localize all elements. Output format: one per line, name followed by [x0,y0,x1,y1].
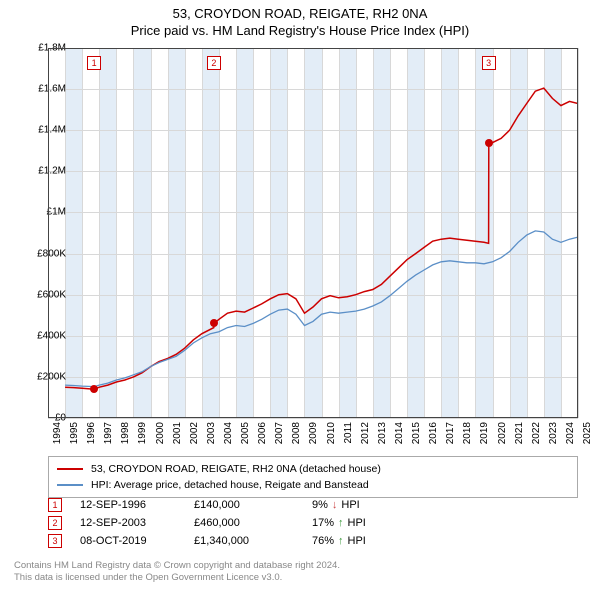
subtitle: Price paid vs. HM Land Registry's House … [0,23,600,38]
sale-row: 1 12-SEP-1996 £140,000 9% ↓HPI [48,498,578,512]
sale-date: 12-SEP-1996 [80,499,176,511]
x-axis-label: 2019 [479,422,490,444]
sale-row-marker: 3 [48,534,62,548]
x-axis-label: 2020 [497,422,508,444]
arrow-icon: ↓ [332,499,338,511]
legend-swatch [57,484,83,486]
series-hpi [65,231,578,387]
sale-delta-pct: 17% [312,517,334,529]
sale-row-marker: 2 [48,516,62,530]
x-axis-label: 2008 [291,422,302,444]
sale-delta-suffix: HPI [348,535,366,547]
series-price_paid [65,88,578,389]
arrow-icon: ↑ [338,535,344,547]
copyright-notice: Contains HM Land Registry data © Crown c… [14,560,340,584]
gridline-vertical [578,48,579,418]
sale-marker: 3 [482,56,496,70]
x-axis-label: 2007 [274,422,285,444]
x-axis-label: 2005 [240,422,251,444]
legend-box: 53, CROYDON ROAD, REIGATE, RH2 0NA (deta… [48,456,578,498]
x-axis-label: 2011 [343,422,354,444]
sale-dot [485,139,493,147]
x-axis-label: 2018 [462,422,473,444]
x-axis-label: 2016 [428,422,439,444]
sale-delta-suffix: HPI [341,499,359,511]
sale-date: 08-OCT-2019 [80,535,176,547]
x-axis-label: 2001 [172,422,183,444]
x-axis-label: 2000 [155,422,166,444]
legend-label: HPI: Average price, detached house, Reig… [91,477,369,493]
sale-delta: 9% ↓HPI [312,499,360,511]
x-axis-label: 2015 [411,422,422,444]
x-axis-label: 2012 [360,422,371,444]
legend-row: 53, CROYDON ROAD, REIGATE, RH2 0NA (deta… [57,461,569,477]
sale-delta-suffix: HPI [348,517,366,529]
sale-price: £1,340,000 [194,535,294,547]
chart-title-block: 53, CROYDON ROAD, REIGATE, RH2 0NA Price… [0,0,600,38]
sale-date: 12-SEP-2003 [80,517,176,529]
x-axis-label: 2022 [531,422,542,444]
sales-table: 112-SEP-1996£140,0009%↓HPI212-SEP-2003£4… [48,498,578,552]
x-axis-label: 2014 [394,422,405,444]
x-axis-label: 1996 [86,422,97,444]
x-axis-label: 2023 [548,422,559,444]
copyright-line1: Contains HM Land Registry data © Crown c… [14,560,340,572]
sale-delta: 17% ↑ HPI [312,517,366,529]
chart-area: 1 2 3 [48,48,578,418]
x-axis-label: 1994 [52,422,63,444]
x-axis-label: 2010 [326,422,337,444]
x-axis-label: 2024 [565,422,576,444]
x-axis-label: 1998 [120,422,131,444]
sale-delta: 76% ↑ HPI [312,535,366,547]
x-axis-label: 1999 [137,422,148,444]
x-axis-label: 2009 [308,422,319,444]
sale-row: 3 08-OCT-2019 £1,340,000 76% ↑ HPI [48,534,578,548]
address-title: 53, CROYDON ROAD, REIGATE, RH2 0NA [0,6,600,21]
sale-row-marker: 1 [48,498,62,512]
sale-marker: 2 [207,56,221,70]
x-axis-label: 2002 [189,422,200,444]
sale-row: 2 12-SEP-2003 £460,000 17% ↑ HPI [48,516,578,530]
x-axis-label: 2025 [582,422,593,444]
x-axis-label: 2006 [257,422,268,444]
copyright-line2: This data is licensed under the Open Gov… [14,572,340,584]
x-axis-label: 2017 [445,422,456,444]
x-axis-label: 2004 [223,422,234,444]
line-layer [48,48,578,418]
x-axis-label: 2021 [514,422,525,444]
sale-delta-pct: 9% [312,499,328,511]
x-axis-label: 1997 [103,422,114,444]
sale-price: £140,000 [194,499,294,511]
sale-price: £460,000 [194,517,294,529]
gridline-horizontal [48,418,578,419]
arrow-icon: ↑ [338,517,344,529]
legend-row: HPI: Average price, detached house, Reig… [57,477,569,493]
sale-dot [210,319,218,327]
sale-marker: 1 [87,56,101,70]
legend-label: 53, CROYDON ROAD, REIGATE, RH2 0NA (deta… [91,461,381,477]
sale-dot [90,385,98,393]
x-axis-label: 1995 [69,422,80,444]
legend-swatch [57,468,83,470]
x-axis-label: 2013 [377,422,388,444]
x-axis-label: 2003 [206,422,217,444]
sale-delta-pct: 76% [312,535,334,547]
